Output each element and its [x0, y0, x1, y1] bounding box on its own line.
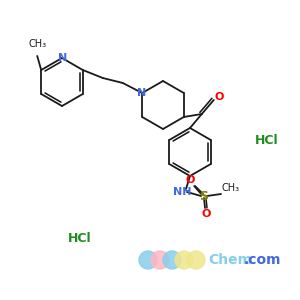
- Text: CH₃: CH₃: [222, 183, 240, 193]
- Circle shape: [139, 251, 157, 269]
- Text: Chem: Chem: [208, 253, 252, 267]
- Text: NH: NH: [173, 187, 191, 197]
- Text: O: O: [214, 92, 224, 102]
- Text: S: S: [200, 190, 208, 202]
- Text: CH₃: CH₃: [28, 39, 46, 49]
- Circle shape: [163, 251, 181, 269]
- Circle shape: [187, 251, 205, 269]
- Text: O: O: [201, 209, 211, 219]
- Text: O: O: [185, 175, 195, 185]
- Text: N: N: [136, 88, 146, 98]
- Text: HCl: HCl: [68, 232, 92, 244]
- Text: N: N: [58, 53, 68, 63]
- Text: HCl: HCl: [255, 134, 279, 146]
- Text: .com: .com: [244, 253, 281, 267]
- Circle shape: [151, 251, 169, 269]
- Circle shape: [175, 251, 193, 269]
